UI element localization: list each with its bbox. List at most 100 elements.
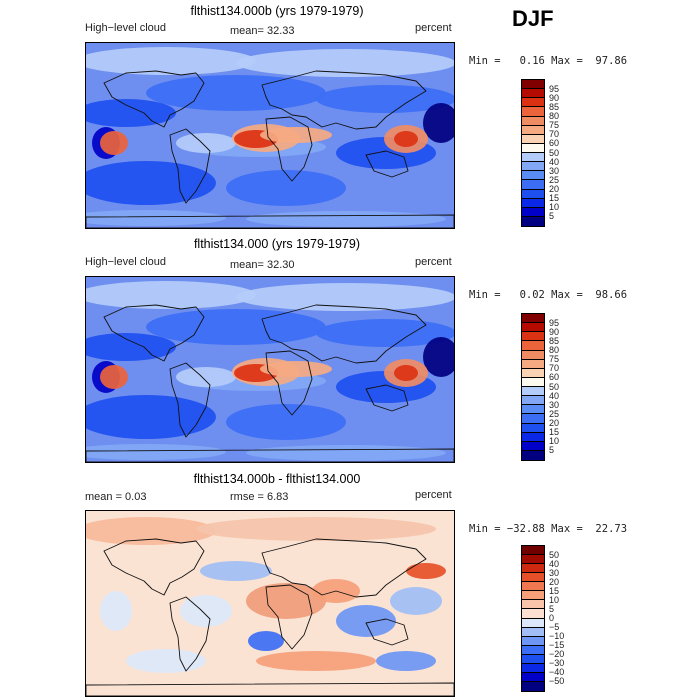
colorbar-tick-label: 10 <box>549 594 560 605</box>
panel-2-min-max: Min = 0.02 Max = 98.66 <box>469 289 628 301</box>
colorbar-tick-label: 10 <box>549 436 560 447</box>
field-contour-region <box>86 333 176 361</box>
field-contour-region <box>423 337 454 377</box>
colorbar-tick-label: 10 <box>549 202 560 213</box>
colorbar-segment <box>522 405 544 415</box>
colorbar-segment <box>522 341 544 351</box>
colorbar-tick-label: 95 <box>549 83 560 94</box>
field-contour-region <box>100 131 128 155</box>
colorbar-tick-label: 85 <box>549 335 560 346</box>
field-contour-region <box>406 563 446 579</box>
coastline <box>265 116 313 182</box>
colorbar-tick-label: 75 <box>549 120 560 131</box>
colorbar-tick-label: −20 <box>549 649 565 660</box>
colorbar-tick-label: 40 <box>549 156 560 167</box>
colorbar-segment <box>522 180 544 190</box>
colorbar-tick-label: 25 <box>549 174 560 185</box>
colorbar-tick-label: 50 <box>549 381 560 392</box>
coastline <box>86 448 454 462</box>
field-contour-region <box>394 131 418 147</box>
colorbar-tick-label: 30 <box>549 399 560 410</box>
panel-3-units-label: percent <box>415 489 452 501</box>
colorbar-tick-label: 90 <box>549 326 560 337</box>
coastline <box>86 682 454 696</box>
field-contour-region <box>423 103 454 143</box>
colorbar-tick-label: −50 <box>549 676 565 687</box>
colorbar-tick-label: 80 <box>549 111 560 121</box>
colorbar-segment <box>522 564 544 574</box>
panel-2-variable-label: High−level cloud <box>85 256 167 268</box>
colorbar-segment <box>522 618 544 628</box>
field-contour-region <box>316 85 454 113</box>
colorbar-tick-label: 90 <box>549 92 560 103</box>
colorbar-segment <box>522 314 544 324</box>
colorbar-tick-label: 0 <box>549 613 555 623</box>
colorbar-segment <box>522 143 544 153</box>
field-contour-region <box>86 161 216 205</box>
colorbar-segment <box>522 423 544 433</box>
colorbar-segment <box>522 645 544 655</box>
colorbar-tick-label: −5 <box>549 622 560 633</box>
field-contour-region <box>226 170 346 206</box>
colorbar-segment <box>522 153 544 163</box>
panel-1-variable-label: High−level cloud <box>85 22 167 34</box>
field-contour-region <box>200 561 272 581</box>
colorbar-segment <box>522 125 544 135</box>
coastline <box>169 128 211 204</box>
colorbar-tick-label: 20 <box>549 184 560 194</box>
field-contour-region <box>86 47 256 75</box>
map-field <box>86 277 454 462</box>
field-contour-region <box>248 631 284 651</box>
colorbar-tick-label: 20 <box>549 418 560 428</box>
field-contour-region <box>260 127 332 143</box>
coastline <box>169 362 211 438</box>
field-contour-region <box>86 99 176 127</box>
colorbar-segment <box>522 89 544 99</box>
colorbar-segment <box>522 98 544 108</box>
panel-1-title: flthist134.000b (yrs 1979-1979) <box>190 4 364 18</box>
colorbar-segment <box>522 368 544 378</box>
coastline <box>365 384 409 412</box>
panel-1-colorbar <box>521 79 545 227</box>
colorbar-segment <box>522 555 544 565</box>
colorbar-segment <box>522 654 544 664</box>
colorbar-segment <box>522 681 544 691</box>
coastline <box>261 304 427 364</box>
colorbar-segment <box>522 672 544 682</box>
colorbar-tick-label: 40 <box>549 558 560 569</box>
panel-1-min-max: Min = 0.16 Max = 97.86 <box>469 55 628 67</box>
colorbar-segment <box>522 323 544 333</box>
field-contour-region <box>376 651 436 671</box>
panel-3-min-max: Min = −32.88 Max = 22.73 <box>469 523 628 535</box>
colorbar-tick-label: 95 <box>549 317 560 328</box>
coastline <box>169 596 211 672</box>
colorbar-tick-label: 15 <box>549 193 560 204</box>
colorbar-segment <box>522 387 544 397</box>
colorbar-tick-label: 80 <box>549 345 560 355</box>
colorbar-tick-label: 25 <box>549 408 560 419</box>
field-contour-region <box>146 75 326 111</box>
coastline <box>261 70 427 130</box>
colorbar-segment <box>522 663 544 673</box>
colorbar-tick-label: 60 <box>549 138 560 149</box>
colorbar-segment <box>522 189 544 199</box>
panel-2-units-label: percent <box>415 256 452 268</box>
colorbar-tick-label: 15 <box>549 585 560 596</box>
field-contour-region <box>256 651 376 671</box>
colorbar-segment <box>522 636 544 646</box>
field-contour-region <box>176 133 236 153</box>
field-contour-region <box>226 404 346 440</box>
colorbar-segment <box>522 162 544 172</box>
panel-3-mean-label: mean = 0.03 <box>85 491 147 503</box>
colorbar-segment <box>522 582 544 592</box>
panel-3-title: flthist134.000b - flthist134.000 <box>193 472 361 486</box>
colorbar-tick-label: −10 <box>549 631 565 642</box>
colorbar-tick-label: 40 <box>549 390 560 401</box>
colorbar-segment <box>522 134 544 144</box>
colorbar-tick-label: 60 <box>549 372 560 383</box>
colorbar-segment <box>522 350 544 360</box>
field-contour-region <box>100 591 132 631</box>
colorbar-tick-label: 50 <box>549 549 560 560</box>
season-label: DJF <box>512 6 554 31</box>
colorbar-tick-label: 5 <box>549 211 555 222</box>
